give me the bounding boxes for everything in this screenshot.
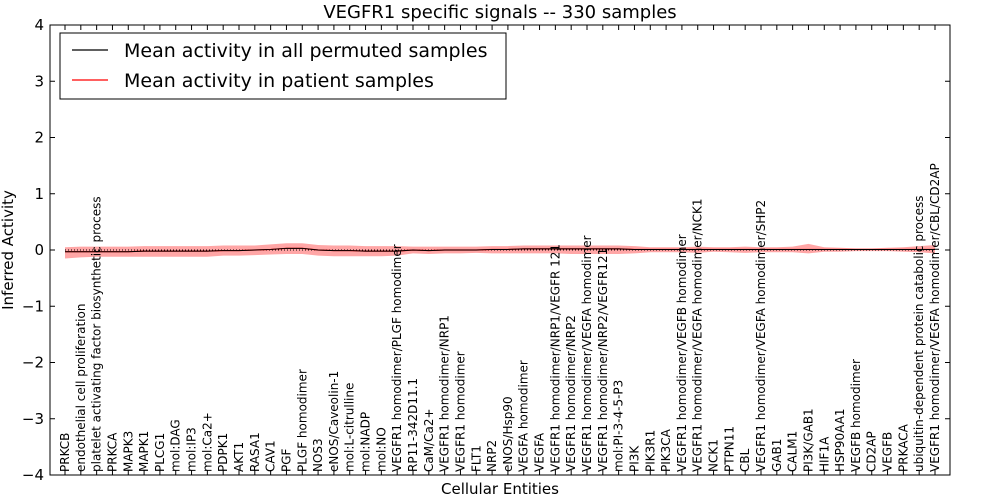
x-tick-label: PIK3CA — [659, 428, 673, 472]
x-tick-label: VEGFA — [533, 432, 547, 472]
x-tick-label: VEGFR1 homodimer/NRP1/VEGFR 121 — [548, 244, 562, 472]
y-tick-label: 4 — [34, 16, 44, 34]
x-tick-label: endothelial cell proliferation — [74, 304, 88, 472]
x-tick-label: MAPK1 — [137, 431, 151, 472]
x-tick-label: PI3K — [627, 445, 641, 472]
x-tick-label: PRKACA — [896, 423, 910, 472]
y-tick-label: −4 — [22, 466, 44, 484]
x-tick-label: RP11-342D11.1 — [406, 378, 420, 472]
x-tick-label: HSP90AA1 — [833, 408, 847, 472]
plot-frame — [49, 24, 951, 476]
x-tick-label: NRP2 — [485, 440, 499, 472]
x-tick-label: RASA1 — [248, 432, 262, 472]
patient-confidence-band — [65, 243, 935, 259]
y-tick-label: 1 — [34, 185, 44, 203]
x-tick-label: VEGFR1 homodimer/VEGFA homodimer/SHP2 — [754, 200, 768, 472]
x-tick-label: mol:DAG — [169, 419, 183, 472]
y-tick-label: 3 — [34, 72, 44, 90]
x-tick-label: PRKCA — [105, 432, 119, 472]
axis-ticks — [50, 24, 950, 476]
y-tick-label: −3 — [22, 410, 44, 428]
y-tick-label: −2 — [22, 354, 44, 372]
x-tick-label: mol:NO — [374, 427, 388, 472]
x-tick-label: VEGFR1 homodimer/VEGFA homodimer — [580, 235, 594, 472]
patient-band-area — [65, 243, 935, 259]
y-tick-label: 0 — [34, 241, 44, 259]
x-axis-label: Cellular Entities — [441, 480, 559, 498]
x-tick-label: FLT1 — [469, 445, 483, 472]
x-tick-label: VEGFA homodimer — [517, 360, 531, 472]
x-tick-label: mol:PI-3-4-5-P3 — [612, 380, 626, 472]
x-tick-labels: PRKCB endothelial cell proliferation plate… — [58, 163, 942, 472]
x-tick-label: mol:NADP — [359, 412, 373, 472]
x-tick-label: VEGFR1 homodimer/PLGF homodimer — [390, 244, 404, 472]
y-axis-label: Inferred Activity — [0, 190, 17, 310]
x-tick-label: VEGFR1 homodimer/VEGFB homodimer — [675, 234, 689, 472]
legend-label-1: Mean activity in patient samples — [124, 70, 434, 92]
x-tick-label: eNOS/Caveolin-1 — [327, 371, 341, 472]
legend: Mean activity in all permuted samples Mea… — [59, 32, 507, 100]
chart-title: VEGFR1 specific signals -- 330 samples — [323, 2, 676, 23]
x-tick-label: mol:Ca2+ — [200, 412, 214, 472]
legend-box — [59, 32, 507, 100]
x-tick-label: PDPK1 — [216, 433, 230, 472]
x-tick-label: PLCG1 — [153, 433, 167, 472]
x-tick-label: GAB1 — [770, 439, 784, 472]
x-tick-label: PTPN11 — [722, 426, 736, 472]
y-tick-label: 2 — [34, 129, 44, 147]
x-tick-label: NOS3 — [311, 438, 325, 472]
x-tick-label: VEGFR1 homodimer/VEGFA homodimer/CBL/CD2… — [928, 163, 942, 472]
x-tick-label: eNOS/Hsp90 — [501, 396, 515, 472]
x-tick-label: CaM/Ca2+ — [422, 408, 436, 472]
x-tick-label: AKT1 — [232, 442, 246, 472]
x-tick-label: PI3K/GAB1 — [801, 408, 815, 472]
x-tick-label: PGF — [279, 448, 293, 472]
x-tick-label: VEGFR1 homodimer — [453, 351, 467, 472]
x-tick-label: PLGF homodimer — [295, 369, 309, 472]
x-tick-label: CALM1 — [786, 431, 800, 472]
x-tick-label: MAPK3 — [121, 431, 135, 472]
x-tick-label: VEGFB — [881, 432, 895, 472]
x-tick-label: platelet activating factor biosynthetic … — [90, 196, 104, 472]
x-tick-label: VEGFR1 homodimer/NRP1 — [438, 315, 452, 472]
y-tick-labels: 4 3 2 1 0 −1 −2 −3 −4 — [22, 16, 44, 484]
x-tick-label: CD2AP — [865, 431, 879, 472]
x-tick-label: PIK3R1 — [643, 430, 657, 472]
series-lines — [65, 247, 935, 253]
x-tick-label: VEGFB homodimer — [849, 359, 863, 472]
y-tick-label: −1 — [22, 297, 44, 315]
x-tick-label: VEGFR1 homodimer/VEGFA homodimer/NCK1 — [691, 198, 705, 472]
x-tick-label: ubiquitin-dependent protein catabolic pr… — [912, 196, 926, 472]
x-tick-label: PRKCB — [58, 433, 72, 472]
x-tick-label: mol:IP3 — [185, 427, 199, 472]
x-tick-label: VEGFR1 homodimer/NRP2/VEGFR121 — [596, 248, 610, 472]
x-tick-label: NCK1 — [707, 439, 721, 472]
legend-label-0: Mean activity in all permuted samples — [124, 40, 487, 62]
x-tick-label: CBL — [738, 448, 752, 472]
x-tick-label: HIF1A — [817, 436, 831, 472]
x-tick-label: VEGFR1 homodimer/NRP2 — [564, 315, 578, 472]
x-tick-label: CAV1 — [264, 440, 278, 472]
patient-mean-overlay — [65, 247, 935, 253]
x-tick-label: mol:L-citrulline — [343, 383, 357, 472]
